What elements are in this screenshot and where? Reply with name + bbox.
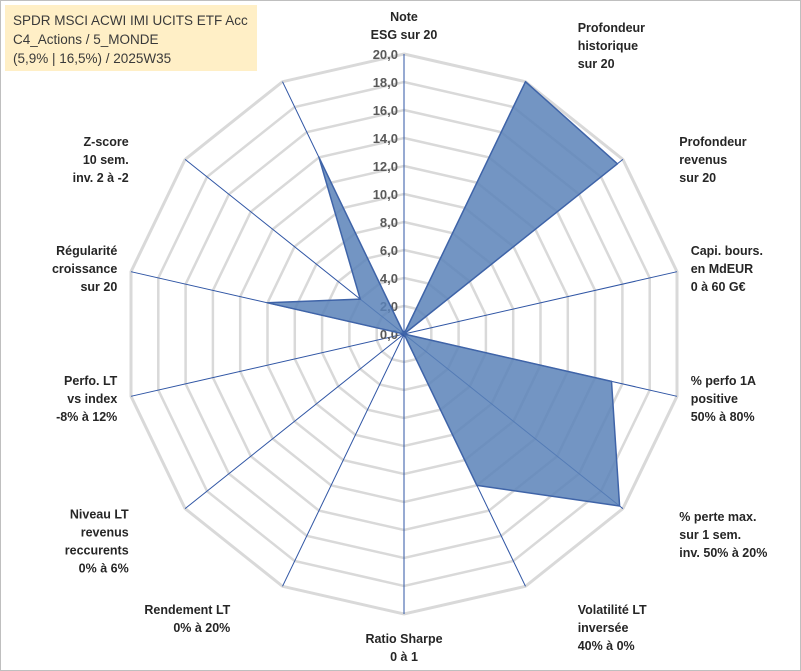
tick-label: 12,0 <box>373 159 398 174</box>
axis-label: Capi. bours. en MdEUR 0 à 60 G€ <box>691 244 763 294</box>
axis-label: Niveau LT revenus reccurents 0% à 6% <box>65 507 129 575</box>
tick-label: 18,0 <box>373 75 398 90</box>
tick-label: 6,0 <box>380 243 398 258</box>
tick-label: 16,0 <box>373 103 398 118</box>
chart-title-box: SPDR MSCI ACWI IMI UCITS ETF Acc C4_Acti… <box>5 5 257 71</box>
axis-label: % perfo 1A positive 50% à 80% <box>691 374 756 424</box>
axis-label: Perfo. LT vs index -8% à 12% <box>56 374 118 424</box>
tick-label: 10,0 <box>373 187 398 202</box>
data-point <box>611 380 612 382</box>
axis-label: Z-score 10 sem. inv. 2 à -2 <box>73 135 129 185</box>
axis-label: Ratio Sharpe 0 à 1 <box>365 632 442 664</box>
data-point <box>318 156 320 158</box>
axis-label: % perte max. sur 1 sem. inv. 50% à 20% <box>679 510 767 560</box>
data-point <box>616 163 618 165</box>
axis-label: Régularité croissance sur 20 <box>52 244 117 294</box>
tick-label: 8,0 <box>380 215 398 230</box>
axis-spoke <box>130 333 405 397</box>
axis-label: Note ESG sur 20 <box>371 10 438 42</box>
axis-label: Rendement LT 0% à 20% <box>144 603 230 635</box>
tick-label: 14,0 <box>373 131 398 146</box>
axis-spoke <box>184 333 405 509</box>
data-point <box>403 333 405 335</box>
radar-series <box>266 80 621 507</box>
title-line-2: C4_Actions / 5_MONDE <box>13 32 159 47</box>
axis-label: Volatilité LT inversée 40% à 0% <box>578 603 647 653</box>
title-line-3: (5,9% | 16,5%) / 2025W35 <box>13 51 172 66</box>
series-area <box>266 80 621 507</box>
axis-label: Profondeur historique sur 20 <box>578 21 645 71</box>
data-point <box>267 302 268 304</box>
title-line-1: SPDR MSCI ACWI IMI UCITS ETF Acc <box>13 13 248 28</box>
tick-label: 20,0 <box>373 47 398 62</box>
data-point <box>359 298 361 300</box>
data-point <box>476 484 478 486</box>
axis-spoke <box>403 271 678 335</box>
tick-label: 4,0 <box>380 271 398 286</box>
axis-spoke <box>282 333 405 587</box>
data-point <box>619 505 621 507</box>
axis-label: Profondeur revenus sur 20 <box>679 135 746 185</box>
data-point <box>525 81 526 83</box>
